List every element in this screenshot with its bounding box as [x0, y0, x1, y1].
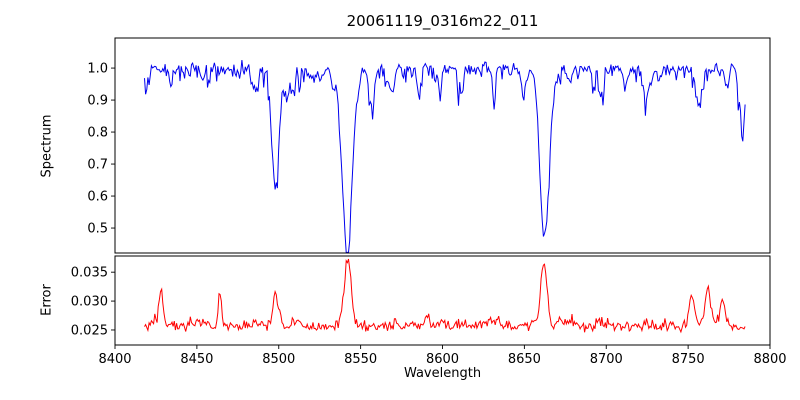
- y-tick-label: 1.0: [87, 62, 108, 77]
- y-tick-label: 0.5: [87, 222, 108, 237]
- x-tick-label: 8500: [262, 352, 295, 367]
- x-axis-label: Wavelength: [403, 366, 482, 381]
- x-tick-label: 8550: [344, 352, 377, 367]
- chart-title: 20061119_0316m22_011: [346, 12, 539, 30]
- error-line: [144, 258, 746, 334]
- x-tick-label: 8450: [180, 352, 213, 367]
- y-tick-label: 0.6: [87, 190, 108, 205]
- y-tick-label: 0.9: [87, 94, 108, 109]
- x-tick-label: 8750: [672, 352, 705, 367]
- spectrum-line: [144, 59, 746, 253]
- x-tick-label: 8400: [98, 352, 131, 367]
- y-tick-label: 0.7: [87, 158, 108, 173]
- x-tick-label: 8700: [590, 352, 623, 367]
- x-tick-label: 8600: [426, 352, 459, 367]
- y-tick-label: 0.025: [71, 323, 108, 338]
- panel-frame-spectrum: [114, 37, 771, 254]
- x-tick-label: 8650: [508, 352, 541, 367]
- panel-frame-error: [114, 255, 771, 346]
- y-tick-label: 0.8: [87, 126, 108, 141]
- y-tick-label: 0.030: [71, 295, 108, 310]
- x-tick-label: 8800: [753, 352, 786, 367]
- y-tick-label: 0.035: [71, 266, 108, 281]
